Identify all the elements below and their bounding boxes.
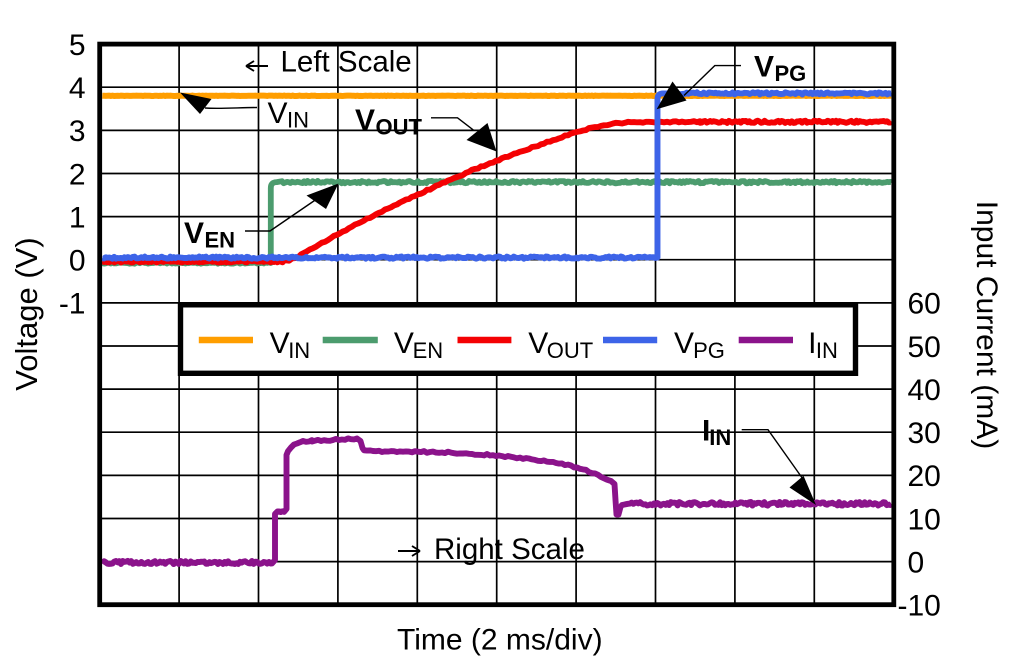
svg-text:0: 0: [908, 546, 925, 579]
svg-text:IN: IN: [287, 107, 309, 132]
svg-text:IN: IN: [709, 425, 731, 450]
svg-text:5: 5: [69, 29, 86, 62]
svg-text:20: 20: [908, 460, 941, 493]
svg-text:PG: PG: [693, 338, 725, 363]
svg-text:Voltage (V): Voltage (V): [9, 237, 44, 390]
svg-text:2: 2: [69, 158, 86, 191]
svg-text:0: 0: [69, 245, 86, 278]
svg-text:IN: IN: [288, 338, 310, 363]
svg-text:40: 40: [908, 374, 941, 407]
svg-text:1: 1: [69, 201, 86, 234]
svg-text:OUT: OUT: [547, 338, 593, 363]
svg-text:OUT: OUT: [376, 114, 423, 139]
svg-text:4: 4: [69, 72, 86, 105]
svg-text:V: V: [268, 97, 288, 130]
svg-text:50: 50: [908, 331, 941, 364]
svg-text:V: V: [394, 327, 414, 360]
svg-text:30: 30: [908, 417, 941, 450]
svg-text:IN: IN: [816, 338, 838, 363]
svg-text:EN: EN: [413, 338, 444, 363]
svg-text:-1: -1: [59, 288, 86, 321]
svg-text:Time (2 ms/div): Time (2 ms/div): [397, 624, 603, 657]
svg-text:I: I: [808, 327, 816, 360]
svg-text:V: V: [184, 217, 204, 250]
svg-text:Right Scale: Right Scale: [434, 533, 585, 566]
svg-text:3: 3: [69, 115, 86, 148]
svg-text:V: V: [270, 327, 290, 360]
svg-text:I: I: [702, 414, 710, 447]
svg-text:60: 60: [908, 288, 941, 321]
svg-text:V: V: [674, 327, 694, 360]
svg-text:-10: -10: [898, 590, 941, 623]
svg-text:Input Current (mA): Input Current (mA): [970, 201, 1003, 449]
svg-text:EN: EN: [205, 228, 236, 253]
svg-text:V: V: [754, 51, 774, 84]
svg-text:10: 10: [908, 503, 941, 536]
svg-text:PG: PG: [775, 61, 807, 86]
svg-text:Left Scale: Left Scale: [281, 46, 412, 79]
svg-text:V: V: [528, 327, 548, 360]
svg-text:V: V: [355, 104, 375, 137]
